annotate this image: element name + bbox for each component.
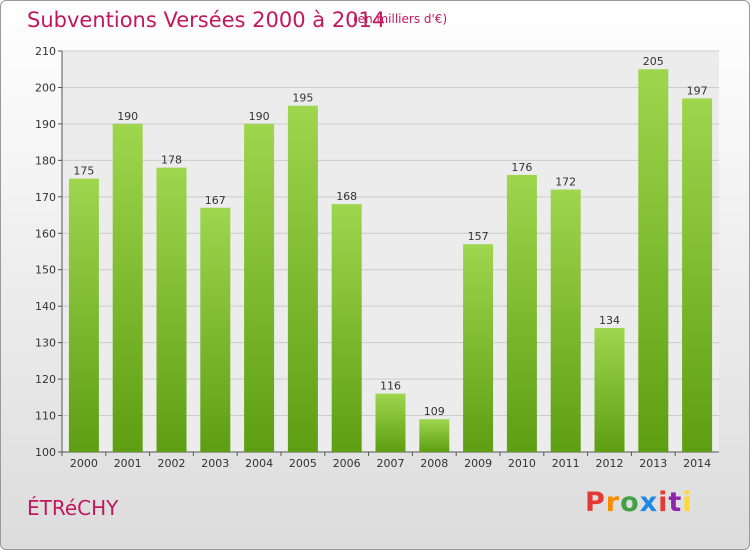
- x-tick-label-2013: 2013: [639, 457, 667, 470]
- bar-2013: [638, 69, 669, 453]
- y-tick-label: 150: [35, 264, 56, 277]
- bar-2012: [594, 328, 625, 452]
- x-tick-label-2012: 2012: [596, 457, 624, 470]
- value-label-2002: 178: [161, 154, 182, 167]
- y-tick-label: 120: [35, 373, 56, 386]
- bar-2002: [156, 167, 187, 452]
- x-tick-label-2011: 2011: [552, 457, 580, 470]
- bar-2007: [375, 393, 406, 452]
- logo-letter: o: [620, 487, 640, 518]
- value-label-2011: 172: [555, 176, 576, 189]
- logo-letter: x: [639, 487, 659, 518]
- value-label-2013: 205: [643, 55, 664, 68]
- y-tick-label: 200: [35, 81, 56, 94]
- x-tick-label-2009: 2009: [464, 457, 492, 470]
- y-tick-label: 110: [35, 410, 56, 423]
- y-tick-label: 130: [35, 337, 56, 350]
- value-label-2004: 190: [249, 110, 270, 123]
- bar-2014: [682, 98, 713, 453]
- bar-2004: [244, 123, 275, 452]
- x-tick-label-2003: 2003: [201, 457, 229, 470]
- x-tick-label-2002: 2002: [158, 457, 186, 470]
- bar-2009: [463, 244, 494, 452]
- x-tick-label-2001: 2001: [114, 457, 142, 470]
- y-tick-label: 100: [35, 446, 56, 459]
- value-label-2006: 168: [336, 190, 357, 203]
- y-tick-label: 180: [35, 154, 56, 167]
- bar-2008: [419, 419, 450, 452]
- bar-2010: [506, 174, 537, 453]
- x-tick-label-2000: 2000: [70, 457, 98, 470]
- x-tick-label-2007: 2007: [377, 457, 405, 470]
- value-label-2000: 175: [73, 165, 94, 178]
- value-label-2012: 134: [599, 314, 620, 327]
- x-tick-label-2005: 2005: [289, 457, 317, 470]
- logo-letter: i: [658, 487, 669, 518]
- value-label-2007: 116: [380, 380, 401, 393]
- y-tick-label: 140: [35, 300, 56, 313]
- bar-2001: [112, 123, 143, 452]
- bar-2005: [287, 105, 318, 452]
- x-tick-label-2004: 2004: [245, 457, 273, 470]
- proxiti-logo: Proxiti: [585, 487, 693, 518]
- x-tick-label-2014: 2014: [683, 457, 711, 470]
- value-label-2014: 197: [687, 84, 708, 97]
- x-tick-label-2010: 2010: [508, 457, 536, 470]
- bar-2006: [331, 204, 362, 452]
- x-tick-label-2008: 2008: [420, 457, 448, 470]
- value-label-2010: 176: [511, 161, 532, 174]
- chart-title: Subventions Versées 2000 à 2014: [27, 8, 386, 32]
- value-label-2008: 109: [424, 405, 445, 418]
- logo-letter: P: [585, 487, 606, 518]
- bar-2000: [68, 178, 99, 452]
- unit-label: (en milliers d'€): [353, 12, 448, 26]
- bar-2003: [200, 207, 231, 452]
- bar-2011: [550, 189, 581, 452]
- y-tick-label: 160: [35, 227, 56, 240]
- x-tick-label-2006: 2006: [333, 457, 361, 470]
- value-label-2005: 195: [292, 92, 313, 105]
- logo-letter: r: [605, 487, 621, 518]
- value-label-2001: 190: [117, 110, 138, 123]
- y-tick-label: 170: [35, 191, 56, 204]
- labels: 175 2000 190 2001 178 2002 167 2003 190 2004 195 20…: [70, 55, 711, 470]
- logo-letter: t: [668, 487, 683, 518]
- logo-letter: i: [682, 487, 693, 518]
- value-label-2009: 157: [468, 230, 489, 243]
- y-tick-label: 210: [35, 45, 56, 58]
- value-label-2003: 167: [205, 194, 226, 207]
- commune-name: ÉTRéCHY: [27, 496, 119, 520]
- bars: [68, 69, 713, 453]
- y-tick-label: 190: [35, 118, 56, 131]
